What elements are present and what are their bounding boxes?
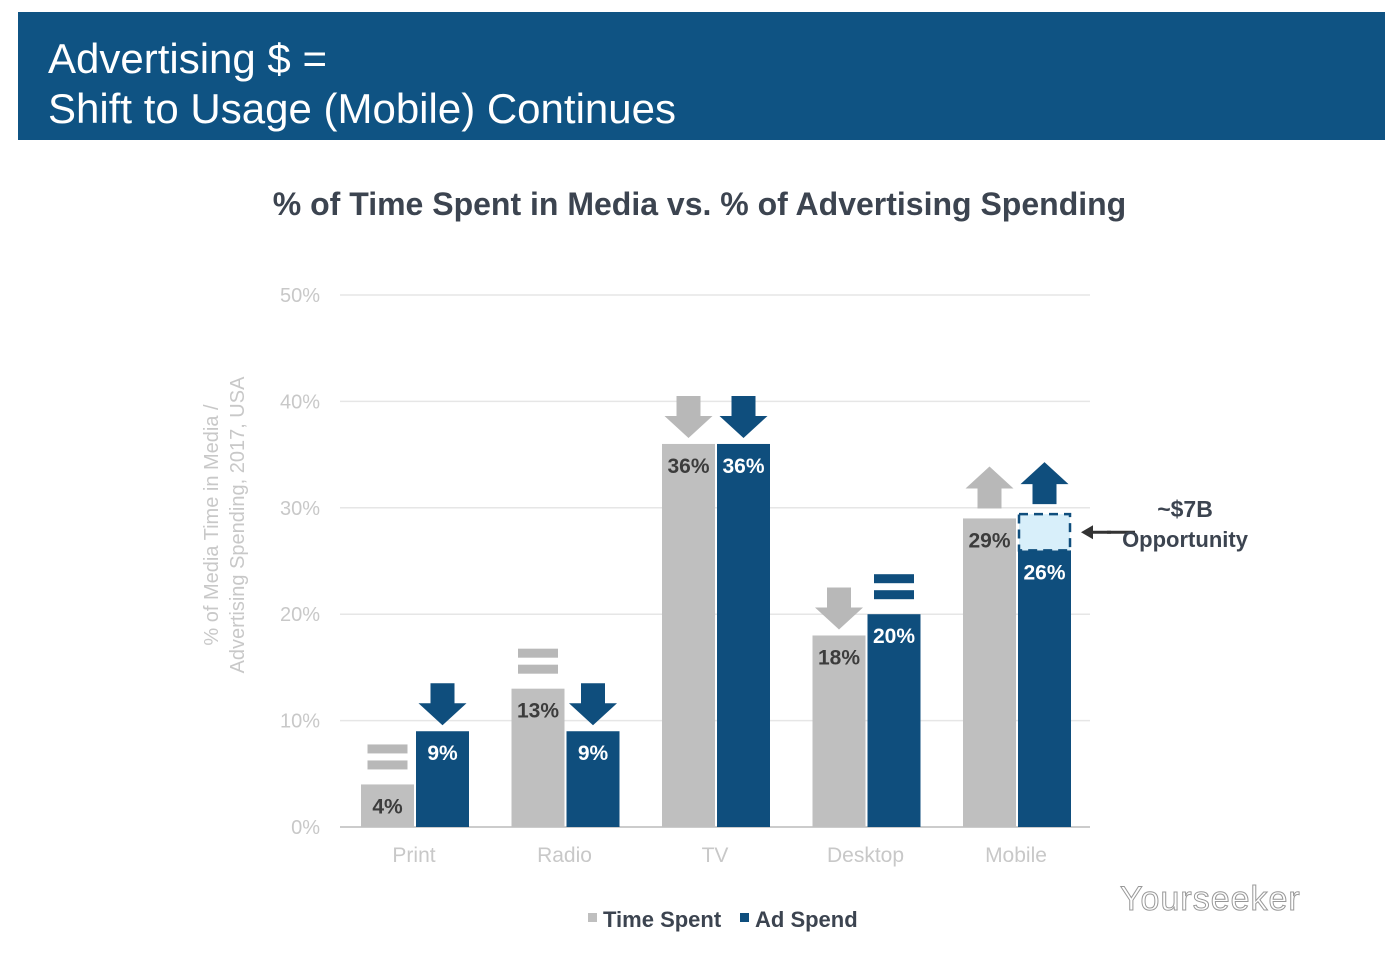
equal-icon: [367, 744, 408, 754]
down-arrow-icon: [664, 395, 713, 438]
annotation-value: ~$7B: [1157, 496, 1213, 522]
y-tick-label: 50%: [280, 285, 320, 307]
y-tick-label: 40%: [280, 391, 320, 413]
data-label: 13%: [517, 700, 559, 723]
header-banner: Advertising $ = Shift to Usage (Mobile) …: [18, 12, 1385, 140]
up-arrow-icon: [965, 466, 1014, 509]
bar-ad-spend: [566, 731, 620, 827]
watermark: Yourseeker: [1120, 880, 1301, 919]
up-arrow-icon: [1020, 462, 1069, 505]
x-tick-label: Mobile: [985, 844, 1047, 867]
bar-ad-spend: [416, 731, 469, 827]
y-axis-label: Advertising Spending, 2017, USA: [227, 376, 249, 674]
data-label: 18%: [818, 646, 860, 669]
bar-time-spent: [511, 688, 565, 827]
x-tick-label: TV: [702, 844, 729, 867]
opportunity-box: [1017, 512, 1072, 552]
bar-time-spent: [812, 635, 866, 827]
data-label: 20%: [873, 625, 915, 648]
equal-icon: [518, 648, 558, 658]
down-arrow-icon: [418, 683, 467, 726]
data-label: 9%: [427, 742, 458, 765]
annotation-arrow-icon: [1081, 525, 1093, 540]
y-axis-label: % of Media Time in Media /: [201, 404, 223, 646]
data-label: 4%: [372, 795, 403, 818]
y-tick-label: 30%: [280, 498, 320, 520]
y-tick-label: 0%: [291, 817, 320, 839]
down-arrow-icon: [719, 395, 768, 438]
bar-time-spent: [662, 443, 715, 827]
bar-ad-spend: [867, 614, 921, 827]
y-tick-label: 10%: [280, 711, 320, 733]
legend-label: Time Spent: [603, 907, 722, 932]
annotation-label: Opportunity: [1122, 527, 1249, 552]
equal-icon: [874, 574, 914, 584]
y-tick-label: 20%: [280, 604, 320, 626]
data-label: 36%: [722, 455, 764, 478]
legend-swatch-ad-spend: [740, 913, 749, 922]
bar-time-spent: [963, 518, 1016, 827]
chart-title: % of Time Spent in Media vs. % of Advert…: [272, 186, 1127, 222]
x-tick-label: Print: [392, 844, 435, 867]
legend-swatch-time-spent: [588, 913, 597, 922]
equal-icon: [874, 590, 914, 600]
title-line-1: Advertising $ =: [48, 35, 327, 82]
bar-time-spent: [361, 784, 414, 827]
legend-label: Ad Spend: [755, 907, 858, 932]
down-arrow-icon: [815, 587, 863, 630]
down-arrow-icon: [569, 683, 617, 726]
equal-icon: [518, 664, 558, 674]
data-label: 36%: [667, 455, 709, 478]
title-line-2: Shift to Usage (Mobile) Continues: [48, 85, 676, 132]
bar-ad-spend: [717, 443, 770, 827]
bar-ad-spend: [1018, 550, 1071, 827]
data-label: 9%: [578, 742, 609, 765]
data-label: 29%: [968, 529, 1010, 552]
equal-icon: [367, 760, 408, 770]
data-label: 26%: [1023, 561, 1065, 584]
x-tick-label: Desktop: [827, 844, 904, 867]
x-tick-label: Radio: [537, 844, 592, 867]
